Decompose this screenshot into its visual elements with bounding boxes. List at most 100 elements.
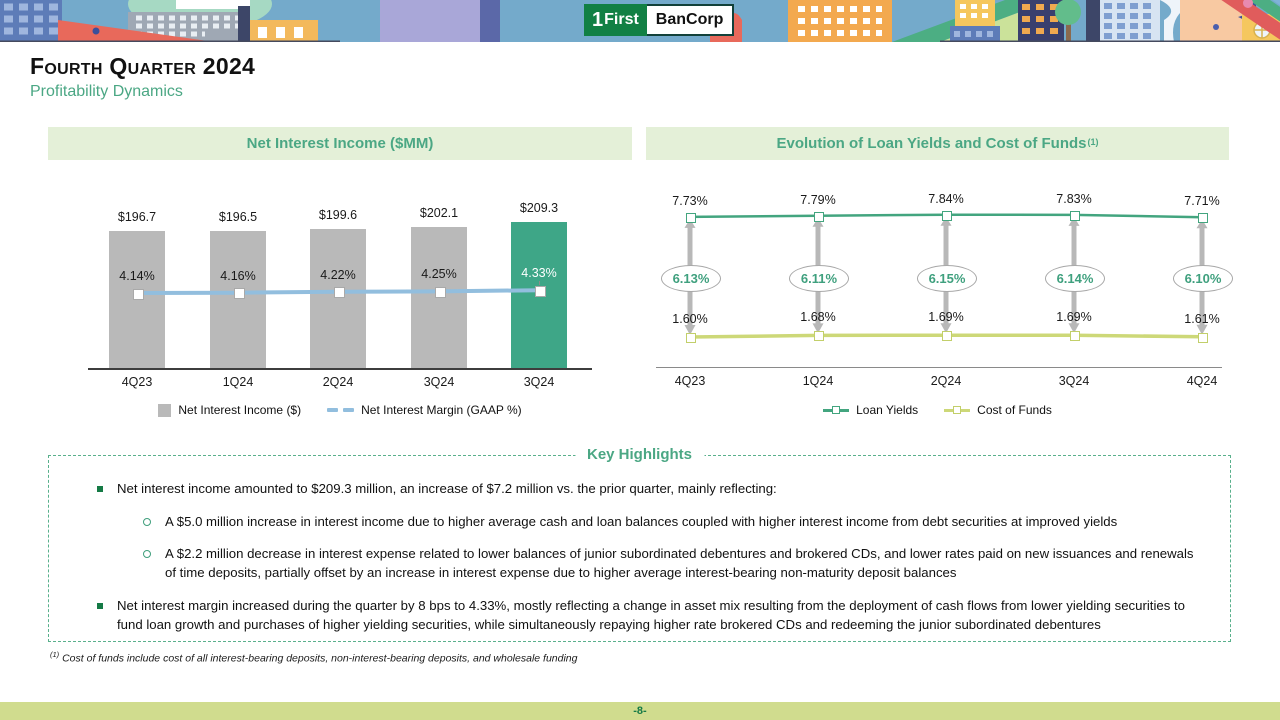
footnote-text: Cost of funds include cost of all intere… [62, 652, 578, 665]
legend-label-nim: Net Interest Margin (GAAP %) [361, 403, 522, 417]
highlight-text: Net interest margin increased during the… [117, 597, 1185, 632]
footnote-marker: (1) [50, 650, 60, 659]
yields-chart: 7.73% 1.60% 6.13% 4Q23 7.79% 1.68% 6.11% 1Q24 7.… [646, 160, 1233, 396]
loan-yield-marker [942, 210, 952, 221]
highlight-text: A $2.2 million decrease in interest expe… [165, 546, 1194, 581]
loan-yield-marker [814, 211, 824, 222]
highlight-text: A $5.0 million increase in interest inco… [165, 513, 1118, 529]
footer-bar: -8- [0, 702, 1280, 720]
line-marker [434, 286, 446, 298]
line-value-label: 4.14% [119, 269, 155, 283]
line-marker [233, 288, 245, 300]
legend-label-loan-yields: Loan Yields [856, 403, 919, 417]
line-value-label: 4.22% [320, 267, 356, 282]
highlight-bullet: Net interest income amounted to $209.3 m… [79, 480, 1194, 499]
bar-value-label: $209.3 [519, 201, 559, 215]
legend-item-loan-yields: Loan Yields [823, 403, 918, 417]
circle-bullet-icon [143, 517, 151, 526]
logo-first-text: First [604, 11, 639, 28]
logo-one: 1 [592, 8, 604, 31]
legend-item-cost-of-funds: Cost of Funds [944, 403, 1052, 417]
page-subtitle: Profitability Dynamics [30, 83, 183, 100]
highlight-subbullet: A $5.0 million increase in interest inco… [79, 513, 1194, 532]
cost-of-funds-line-icon [944, 405, 971, 415]
legend-label-nii: Net Interest Income ($) [178, 403, 302, 417]
bar [210, 231, 266, 368]
label-leader-line [538, 281, 540, 286]
x-axis-label: 2Q24 [930, 374, 962, 388]
nii-chart-title-text: Net Interest Income ($MM) [246, 135, 434, 152]
line-value-label: 4.33% [521, 266, 557, 281]
x-axis-label: 1Q24 [802, 374, 834, 388]
bar-value-label: $202.1 [419, 206, 459, 220]
cost-of-funds-label: 1.69% [1056, 310, 1092, 325]
loan-yield-marker [1070, 210, 1080, 221]
loan-yield-label: 7.79% [800, 192, 836, 207]
spread-badge: 6.11% [789, 265, 849, 292]
title-block: Fourth Quarter 2024 Profitability Dynami… [30, 53, 255, 101]
page-number: -8- [633, 705, 647, 717]
cost-of-funds-marker [1070, 331, 1080, 342]
highlight-text: Net interest income amounted to $209.3 m… [117, 481, 777, 496]
key-highlights-title: Key Highlights [574, 446, 705, 463]
nii-panel: Net Interest Income ($MM) $196.7 4Q23 $196… [48, 127, 632, 417]
yields-legend: Loan Yields Cost of Funds [646, 403, 1229, 417]
cost-of-funds-marker [686, 333, 696, 343]
yields-panel: Evolution of Loan Yields and Cost of Fun… [646, 127, 1233, 417]
x-axis-label: 3Q24 [1058, 374, 1090, 388]
loan-yield-label: 7.73% [672, 193, 708, 208]
cost-of-funds-label: 1.68% [800, 310, 836, 325]
line-marker [534, 285, 546, 297]
spread-badge: 6.10% [1173, 265, 1233, 292]
bar-value-label: $196.7 [117, 210, 157, 224]
loan-yield-marker [686, 212, 696, 223]
square-bullet-icon [97, 486, 103, 492]
line-marker [333, 287, 345, 299]
x-axis-label: 4Q23 [121, 375, 153, 389]
bar [109, 231, 165, 368]
cost-of-funds-label: 1.61% [1184, 311, 1220, 326]
cost-of-funds-marker [814, 331, 824, 342]
x-axis-label: 4Q24 [1186, 374, 1218, 388]
legend-item-nii: Net Interest Income ($) [158, 403, 301, 417]
loan-yield-marker [1198, 213, 1208, 224]
circle-bullet-icon [143, 550, 151, 559]
cost-of-funds-label: 1.69% [928, 310, 964, 325]
nii-legend: Net Interest Income ($) Net Interest Mar… [48, 403, 632, 417]
x-axis-label: 4Q23 [674, 374, 706, 388]
nii-chart: $196.7 4Q23 $196.5 1Q24 $199.6 2Q24 $202.1 3Q24… [48, 160, 632, 396]
dashed-line-icon [327, 408, 355, 412]
x-axis [656, 367, 1222, 368]
logo-bancorp-segment: BanCorp [646, 4, 735, 36]
cost-of-funds-label: 1.60% [672, 312, 708, 326]
highlight-subbullet: A $2.2 million decrease in interest expe… [79, 545, 1194, 582]
footnote: (1) Cost of funds include cost of all in… [50, 650, 578, 665]
nii-chart-title: Net Interest Income ($MM) [48, 127, 632, 160]
cost-of-funds-marker [1198, 332, 1208, 343]
line-value-label: 4.16% [220, 268, 256, 283]
line-value-label: 4.25% [421, 267, 457, 282]
yields-chart-title-text: Evolution of Loan Yields and Cost of Fun… [776, 135, 1087, 152]
square-bullet-icon [97, 602, 103, 609]
firstbancorp-logo: 1 First BanCorp [584, 4, 735, 36]
x-axis [88, 368, 592, 370]
title-footnote-marker: (1) [1087, 136, 1099, 147]
key-highlights-box: Key Highlights Net interest income amoun… [48, 446, 1231, 642]
line-marker [132, 288, 144, 300]
x-axis-label: 3Q24 [523, 375, 555, 389]
logo-first-segment: 1 First [584, 4, 647, 36]
yields-chart-title: Evolution of Loan Yields and Cost of Fun… [646, 127, 1229, 160]
x-axis-label: 3Q24 [423, 375, 455, 389]
x-axis-label: 1Q24 [222, 375, 254, 389]
loan-yield-label: 7.84% [928, 191, 964, 206]
loan-yield-label: 7.71% [1184, 194, 1220, 209]
spread-badge: 6.13% [661, 265, 721, 292]
spread-badge: 6.15% [917, 265, 977, 292]
cost-of-funds-marker [942, 331, 952, 342]
page-title: Fourth Quarter 2024 [30, 53, 256, 79]
top-banner: 1 First BanCorp [0, 0, 1280, 42]
loan-yields-line-icon [823, 405, 850, 415]
bar-value-label: $196.5 [218, 210, 258, 224]
loan-yield-label: 7.83% [1056, 191, 1092, 206]
